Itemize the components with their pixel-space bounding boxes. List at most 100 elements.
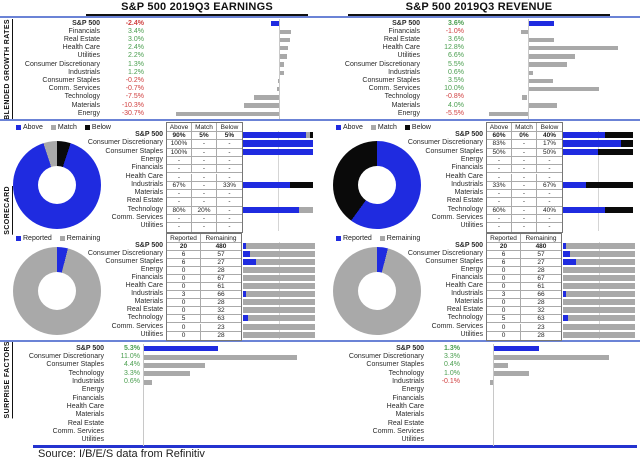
remaining-bar-segment [256,259,315,266]
table-cell: - [548,223,551,231]
scorecard-row-label: Technology [127,314,163,322]
rep-legend: Reported Remaining [336,234,428,242]
remaining-bar-segment [563,323,635,330]
table-header-cell: Reported [487,234,521,243]
bar-row-label: Real Estate [63,35,100,43]
legend-label: Below [411,123,431,131]
scorecard-row-label: S&P 500 [135,131,163,138]
legend-swatch-icon [370,124,376,130]
remaining-bar-segment [243,283,315,290]
bar-row-value: -0.2% [125,76,144,84]
legend-swatch-icon [404,124,410,130]
remaining-bar-segment [243,299,315,306]
sector-bar [528,70,533,76]
table-cell: 33% [217,182,242,191]
sector-bar [520,29,528,35]
table-cell: 40% [537,207,562,215]
scorecard-row-label: Consumer Staples [105,258,163,266]
sector-bar [144,354,298,360]
table-cell: 33% [487,181,512,191]
scorecard-row-label: Energy [460,266,483,274]
table-cell: - [487,173,512,182]
table-cell: - [512,215,537,224]
scorecard-row-label: Consumer Discretionary [407,139,483,147]
sector-bar [528,86,599,92]
table-header-cell: Below [537,123,562,132]
bar-row-label: Health Care [62,44,100,52]
bar-row-value: 3.5% [448,76,464,84]
remaining-bar-segment [566,291,635,298]
sector-bar [280,70,285,76]
stacked-bar-segment [306,132,310,139]
remaining-bar-segment [248,315,315,322]
table-header-cell: Remaining [201,234,241,243]
table-cell: - [512,140,537,149]
bar-row-label: Materials [391,101,420,109]
table-cell: 0 [167,275,201,284]
scorecard-row-label: Industrials [131,180,163,188]
sector-bar [528,62,567,67]
bar-row-label: Financials [392,394,424,402]
sector-bar [494,362,509,368]
scorecard-row-label: Technology [447,314,483,322]
stacked-bar-segment [605,132,633,139]
remaining-bar-segment [563,267,635,274]
scorecard-row-label: Utilities [140,330,163,338]
table-cell: 50% [537,149,562,157]
reported-bar-segment [243,315,249,322]
table-cell: 28 [521,299,561,308]
stacked-bar-segment [243,140,313,147]
table-cell: 28 [537,331,545,339]
table-cell: 28 [201,299,241,308]
reported-bar-segment [563,251,570,258]
legend-item: Remaining [59,235,100,242]
bar-row-value: 3.6% [448,35,464,43]
bar-gridline [599,242,600,339]
bar-row-label: Comm. Services [52,428,104,435]
earnings-column: S&P 500 2019Q3 EARNINGS S&P 500 -2.4% Fina… [13,1,315,446]
bar-row-label: Industrials [388,68,420,76]
bar-row-value: -0.8% [445,93,464,101]
table-cell: - [192,190,217,199]
table-cell: - [537,157,562,166]
revenue-column: S&P 500 2019Q3 REVENUE S&P 500 3.6% Financ… [320,0,640,463]
table-cell: 28 [217,331,225,339]
bar-row-label: Comm. Services [372,428,424,435]
revenue-title: S&P 500 2019Q3 REVENUE [348,1,610,16]
amb-table: Above Match Below 60% 0% 40% 83% -17% 50% -50% - - -… [486,122,563,233]
scorecard-row-label: Utilities [140,222,163,230]
donut-hole [358,272,396,310]
bar-row-value: -7.5% [125,93,144,101]
bar-row-value: 5.3% [124,344,140,352]
bar-row-value: 5.5% [448,60,464,68]
table-cell: - [217,149,242,157]
reported-bar-segment [243,259,257,266]
scorecard-row-label: Health Care [445,282,483,290]
reported-bar-segment [243,251,250,258]
bar-row-label: Consumer Staples [46,361,104,369]
table-cell: - [192,223,217,232]
scorecard-row-label: Utilities [460,330,483,338]
bar-row-label: Real Estate [383,35,420,43]
table-header-cell: Match [512,123,537,132]
table-cell: 50% [487,148,512,157]
scorecard-row-label: Energy [140,266,163,274]
legend-swatch-icon [84,124,90,130]
revenue-growth-chart: S&P 500 3.6% Financials -1.0% Real Estate 3.6… [320,0,640,463]
bar-row-label: Utilities [397,52,420,60]
table-cell: 0 [167,267,201,276]
table-cell: 67 [521,275,561,284]
table-cell: 63 [201,315,241,324]
rep-table: Reported Remaining 20 480 6 57 6 27 0 28 0 67 0 61 3 66… [486,233,562,341]
bar-row-label: Energy [77,109,100,117]
table-cell: 23 [521,324,561,332]
legend-item: Below [404,123,431,131]
remaining-bar-segment [243,331,315,338]
remaining-bar-segment [565,243,635,250]
scorecard-row-label: Health Care [125,172,163,180]
bar-row-value: 12.8% [444,44,464,52]
sector-bar [521,95,528,100]
legend-swatch-icon [336,124,341,130]
axis-line [143,343,144,446]
bar-row-label: Technology [64,93,100,101]
